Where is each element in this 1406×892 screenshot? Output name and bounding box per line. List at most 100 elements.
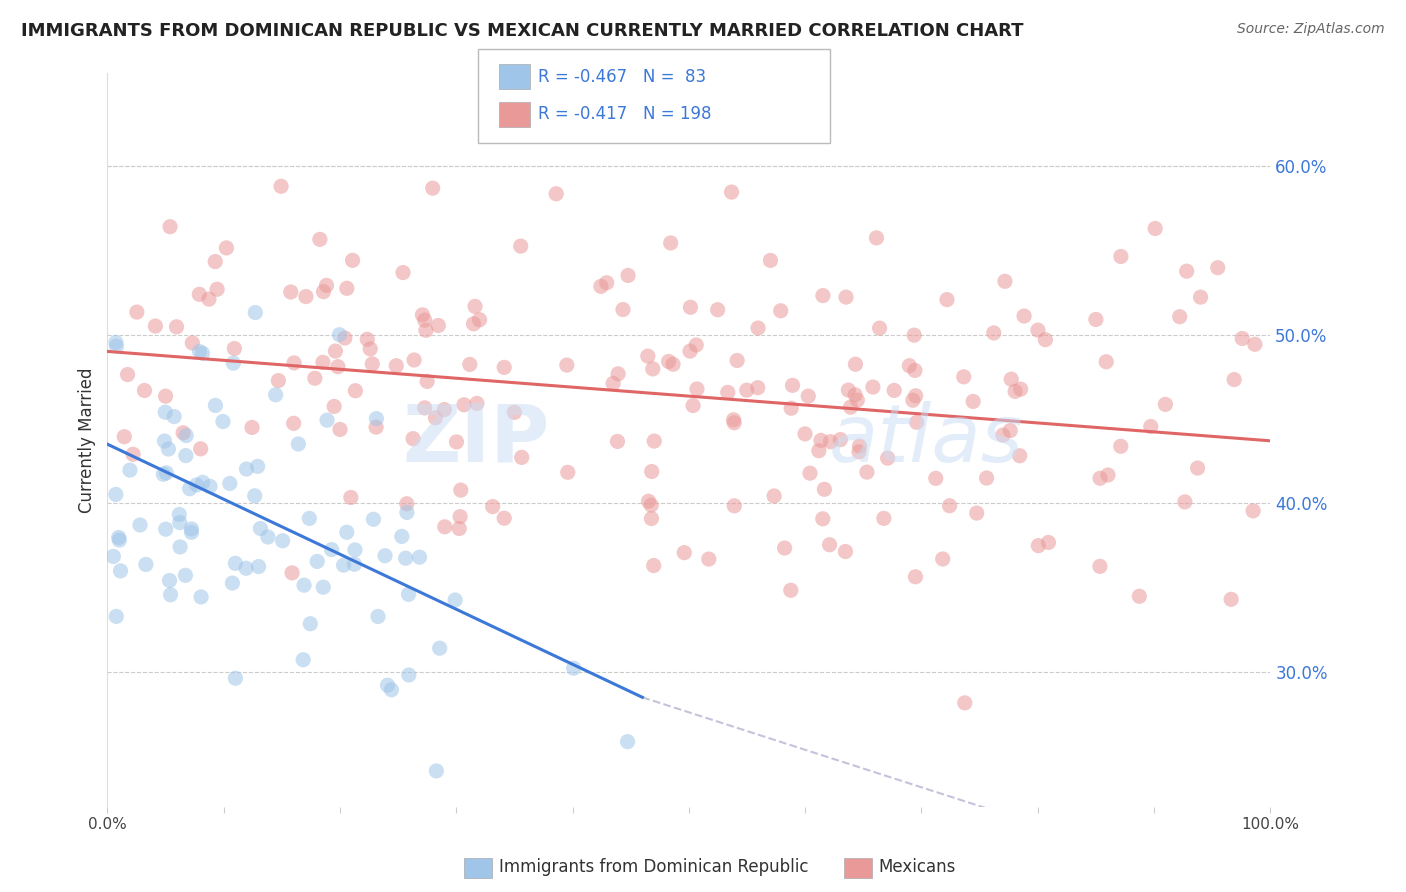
Point <box>283 356 305 370</box>
Point <box>904 570 927 584</box>
Point <box>682 399 704 413</box>
Point <box>562 661 585 675</box>
Text: Source: ZipAtlas.com: Source: ZipAtlas.com <box>1237 22 1385 37</box>
Point <box>697 552 720 566</box>
Point <box>779 583 801 598</box>
Point <box>1004 384 1026 399</box>
Point <box>281 566 304 580</box>
Point <box>637 349 659 363</box>
Point <box>125 305 148 319</box>
Point <box>901 393 924 408</box>
Point <box>243 489 266 503</box>
Point <box>1028 539 1050 553</box>
Point <box>799 466 821 480</box>
Point <box>723 416 745 430</box>
Point <box>108 533 131 547</box>
Point <box>129 518 152 533</box>
Point <box>246 459 269 474</box>
Point <box>224 557 246 571</box>
Point <box>190 590 212 604</box>
Point <box>103 549 125 564</box>
Point <box>340 491 363 505</box>
Point <box>494 511 516 525</box>
Y-axis label: Currently Married: Currently Married <box>79 368 96 513</box>
Point <box>773 541 796 555</box>
Point <box>204 254 226 268</box>
Point <box>118 463 141 477</box>
Point <box>481 500 503 514</box>
Point <box>411 308 433 322</box>
Point <box>1038 535 1060 549</box>
Point <box>429 641 451 656</box>
Point <box>316 413 339 427</box>
Point <box>224 671 246 685</box>
Point <box>607 367 630 381</box>
Text: ZIP: ZIP <box>402 401 550 479</box>
Point <box>898 359 921 373</box>
Point <box>413 401 436 415</box>
Point <box>433 520 456 534</box>
Point <box>163 409 186 424</box>
Point <box>153 434 176 448</box>
Point <box>925 471 948 485</box>
Point <box>135 558 157 572</box>
Point <box>377 678 399 692</box>
Point <box>1088 559 1111 574</box>
Point <box>283 417 305 431</box>
Point <box>257 530 280 544</box>
Point <box>903 328 925 343</box>
Point <box>336 281 359 295</box>
Point <box>105 609 128 624</box>
Point <box>555 358 578 372</box>
Point <box>280 285 302 299</box>
Point <box>425 764 447 778</box>
Point <box>427 318 450 333</box>
Point <box>612 302 634 317</box>
Point <box>873 511 896 525</box>
Point <box>402 432 425 446</box>
Point <box>361 357 384 371</box>
Point <box>994 274 1017 288</box>
Point <box>105 339 128 353</box>
Point <box>325 344 347 359</box>
Point <box>104 487 127 501</box>
Point <box>606 434 628 449</box>
Point <box>1187 461 1209 475</box>
Point <box>723 413 745 427</box>
Point <box>735 383 758 397</box>
Point <box>820 434 842 449</box>
Point <box>169 516 191 530</box>
Point <box>364 420 387 434</box>
Point <box>188 344 211 359</box>
Point <box>159 219 181 234</box>
Point <box>167 508 190 522</box>
Point <box>1220 592 1243 607</box>
Point <box>1154 397 1177 411</box>
Point <box>720 185 742 199</box>
Point <box>725 353 748 368</box>
Point <box>155 405 177 419</box>
Point <box>546 186 568 201</box>
Point <box>510 450 533 465</box>
Point <box>848 439 870 453</box>
Text: atlas: atlas <box>828 401 1024 479</box>
Point <box>264 388 287 402</box>
Point <box>1168 310 1191 324</box>
Point <box>295 289 318 303</box>
Point <box>658 354 681 368</box>
Point <box>212 415 235 429</box>
Point <box>134 384 156 398</box>
Point <box>326 359 349 374</box>
Point <box>169 540 191 554</box>
Point <box>1144 221 1167 235</box>
Point <box>1139 419 1161 434</box>
Point <box>312 285 335 299</box>
Point <box>415 323 437 337</box>
Point <box>780 401 803 416</box>
Point <box>589 279 612 293</box>
Point <box>155 522 177 536</box>
Point <box>186 478 208 492</box>
Point <box>235 462 257 476</box>
Point <box>557 465 579 479</box>
Point <box>343 542 366 557</box>
